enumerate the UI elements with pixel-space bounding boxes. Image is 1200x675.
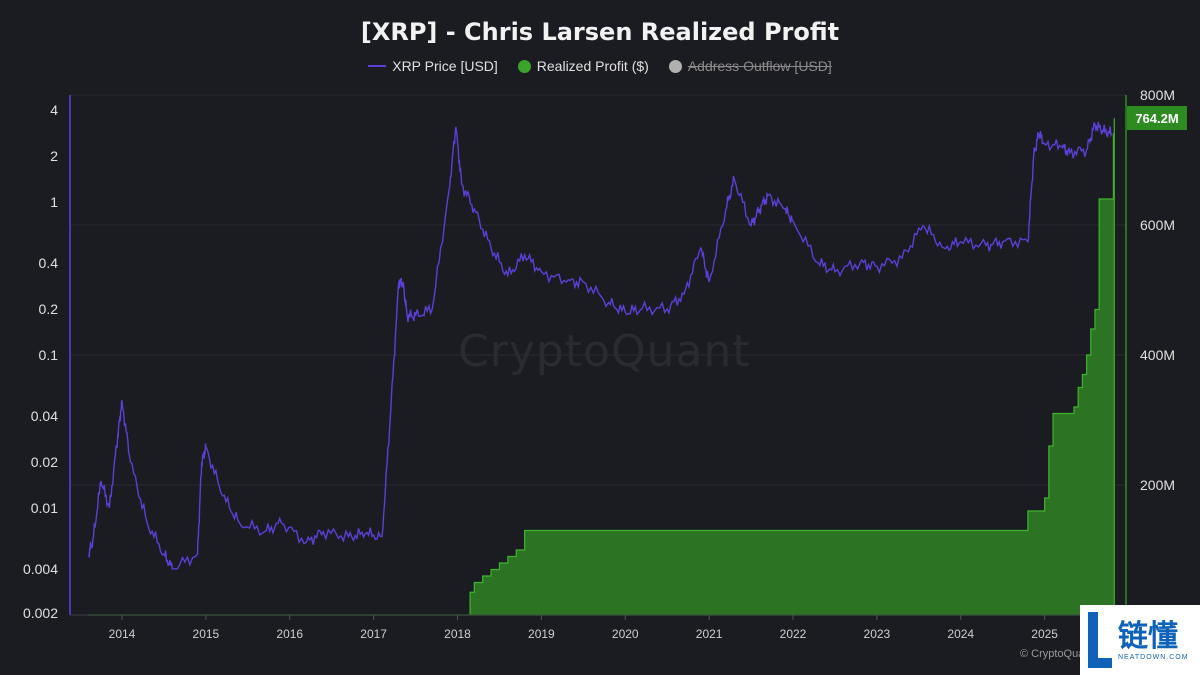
left-tick-label: 1 — [50, 194, 58, 210]
x-tick-label: 2017 — [360, 627, 387, 641]
left-axis-ticks: 4 2 1 0.4 0.2 0.1 0.04 0.02 0.01 0.004 0.002 — [23, 102, 58, 621]
left-tick-label: 0.4 — [39, 255, 59, 271]
x-tick-label: 2015 — [193, 627, 220, 641]
chart-title: [XRP] - Chris Larsen Realized Profit — [360, 18, 840, 46]
dot-swatch-icon — [668, 59, 682, 73]
current-value-callout: 764.2M — [1127, 106, 1187, 130]
legend-label: Realized Profit ($) — [536, 58, 649, 74]
left-tick-label: 0.02 — [31, 454, 58, 470]
left-tick-label: 0.04 — [31, 408, 58, 424]
chart-legend: XRP Price [USD] Realized Profit ($) Addr… — [0, 58, 1200, 74]
x-axis-ticks: 2014 2015 2016 2017 2018 2019 2020 2021 2022 2023… — [109, 615, 1058, 641]
left-tick-label: 0.002 — [23, 605, 58, 621]
legend-item-xrp-price[interactable]: XRP Price [USD] — [368, 58, 498, 74]
legend-item-address-outflow[interactable]: Address Outflow [USD] — [668, 58, 832, 74]
x-tick-label: 2014 — [109, 627, 136, 641]
x-tick-label: 2019 — [528, 627, 555, 641]
right-tick-label: 600M — [1140, 217, 1175, 233]
left-tick-label: 0.004 — [23, 561, 58, 577]
series-group — [88, 118, 1115, 616]
x-tick-label: 2020 — [612, 627, 639, 641]
right-tick-label: 200M — [1140, 477, 1175, 493]
left-tick-label: 4 — [50, 102, 58, 118]
left-tick-label: 2 — [50, 148, 58, 164]
logo-en-text: NEATDOWN.COM — [1118, 653, 1189, 661]
x-tick-label: 2016 — [276, 627, 303, 641]
right-tick-label: 400M — [1140, 347, 1175, 363]
line-swatch-icon — [368, 65, 387, 67]
x-tick-label: 2023 — [864, 627, 891, 641]
legend-item-realized-profit[interactable]: Realized Profit ($) — [517, 58, 649, 74]
watermark: CryptoQuant — [458, 326, 751, 377]
left-tick-label: 0.1 — [39, 347, 59, 363]
x-tick-label: 2022 — [780, 627, 807, 641]
x-tick-label: 2025 — [1031, 627, 1058, 641]
legend-label: Address Outflow [USD] — [687, 58, 832, 74]
right-axis-ticks: 800M 600M 400M 200M — [1140, 87, 1175, 493]
neatdown-logo: 链懂 NEATDOWN.COM — [1080, 605, 1200, 675]
right-tick-label: 800M — [1140, 87, 1175, 103]
grid-lines — [70, 94, 1126, 486]
realized-profit-area — [88, 118, 1115, 616]
legend-label: XRP Price [USD] — [392, 58, 498, 74]
logo-cn-text: 链懂 — [1118, 618, 1178, 654]
left-tick-label: 0.01 — [31, 500, 58, 516]
logo-mark-icon — [1086, 610, 1112, 670]
xrp-price-line — [88, 121, 1113, 570]
left-tick-label: 0.2 — [39, 301, 59, 317]
x-tick-label: 2024 — [947, 627, 974, 641]
credit-label: © CryptoQuant — [1020, 648, 1094, 660]
x-tick-label: 2018 — [444, 627, 471, 641]
x-tick-label: 2021 — [696, 627, 723, 641]
dot-swatch-icon — [517, 59, 531, 73]
